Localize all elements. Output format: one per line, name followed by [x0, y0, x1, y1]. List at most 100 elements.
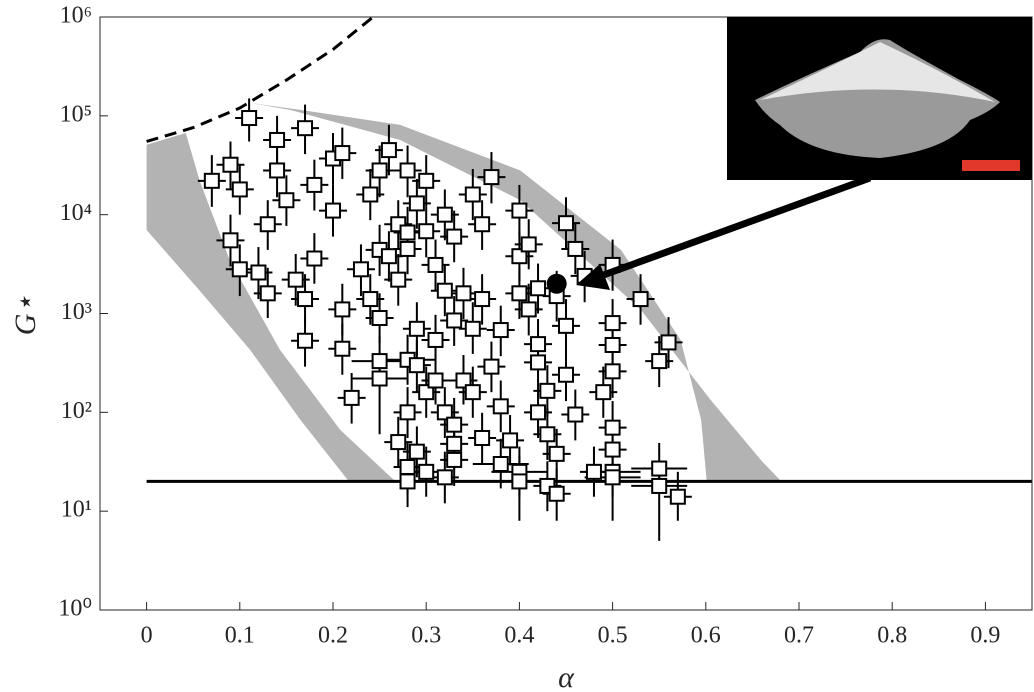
point [297, 332, 314, 349]
point [399, 162, 416, 179]
point [371, 353, 388, 370]
point [399, 240, 416, 257]
point [604, 337, 621, 354]
point [455, 372, 472, 389]
point [520, 301, 537, 318]
point [511, 473, 528, 490]
point [427, 331, 444, 348]
point [464, 384, 481, 401]
inset-scale-bar [962, 160, 1020, 171]
y-tick-label: 10⁰ [58, 596, 92, 622]
x-tick-label: 0.1 [225, 623, 255, 649]
point [399, 473, 416, 490]
point [259, 216, 276, 233]
point [380, 142, 397, 159]
point [334, 340, 351, 357]
point [222, 156, 239, 173]
y-tick-label: 10⁶ [60, 3, 92, 29]
point [483, 358, 500, 375]
point [492, 322, 509, 339]
point [334, 301, 351, 318]
point [567, 240, 584, 257]
x-tick-label: 0.5 [598, 623, 628, 649]
point [399, 224, 416, 241]
point [362, 186, 379, 203]
point [604, 469, 621, 486]
inset-photo [727, 17, 1032, 180]
band [146, 133, 396, 482]
point [446, 416, 463, 433]
point [530, 404, 547, 421]
y-axis-label: G⋆ [9, 295, 42, 335]
point [446, 435, 463, 452]
point [297, 291, 314, 308]
point [390, 271, 407, 288]
point [436, 404, 453, 421]
point [455, 285, 472, 302]
point [446, 312, 463, 329]
x-tick-label: 0.6 [691, 623, 721, 649]
point [408, 443, 425, 460]
y-tick-label: 10⁵ [60, 101, 92, 127]
point [492, 456, 509, 473]
point [418, 384, 435, 401]
arrow-shaft [596, 174, 872, 281]
point [502, 432, 519, 449]
point [325, 202, 341, 219]
point [604, 363, 621, 380]
x-tick-label: 0.7 [784, 623, 814, 649]
band [250, 102, 782, 482]
arrow-head [576, 264, 610, 290]
point [595, 384, 612, 401]
point [558, 366, 574, 383]
y-tick-label: 10² [61, 398, 92, 424]
point [297, 120, 314, 137]
point [530, 354, 547, 371]
point [651, 353, 668, 370]
point [418, 223, 435, 240]
point [548, 445, 565, 462]
point [660, 334, 677, 351]
point [418, 463, 435, 480]
point [520, 236, 537, 253]
x-tick-label: 0 [141, 623, 153, 649]
y-tick-label: 10⁴ [60, 200, 92, 226]
point [539, 426, 556, 443]
point [241, 110, 258, 127]
point [446, 451, 463, 468]
point [306, 250, 323, 267]
point [474, 216, 491, 233]
point [604, 315, 621, 332]
y-tick-label: 10¹ [61, 497, 92, 523]
point [427, 256, 444, 273]
point [399, 404, 416, 421]
highlight-point [546, 273, 567, 294]
point [669, 488, 686, 505]
point [418, 172, 435, 189]
point [203, 172, 220, 189]
point [343, 389, 360, 406]
point [427, 372, 444, 389]
arrow [576, 174, 872, 290]
point [604, 441, 621, 458]
point [511, 202, 528, 219]
point [408, 195, 425, 212]
point [446, 228, 463, 245]
point [539, 382, 556, 399]
inset-shell-top [760, 42, 995, 102]
x-tick-label: 0.3 [411, 623, 441, 649]
point [352, 261, 369, 278]
point [399, 458, 416, 475]
point [530, 336, 547, 353]
point [259, 285, 276, 302]
point [371, 370, 388, 387]
point [585, 463, 602, 480]
point [483, 169, 500, 186]
point [371, 310, 388, 327]
point [567, 406, 584, 423]
point [511, 248, 528, 265]
point [548, 485, 565, 502]
x-tick-label: 0.9 [970, 623, 1000, 649]
point [558, 317, 574, 334]
